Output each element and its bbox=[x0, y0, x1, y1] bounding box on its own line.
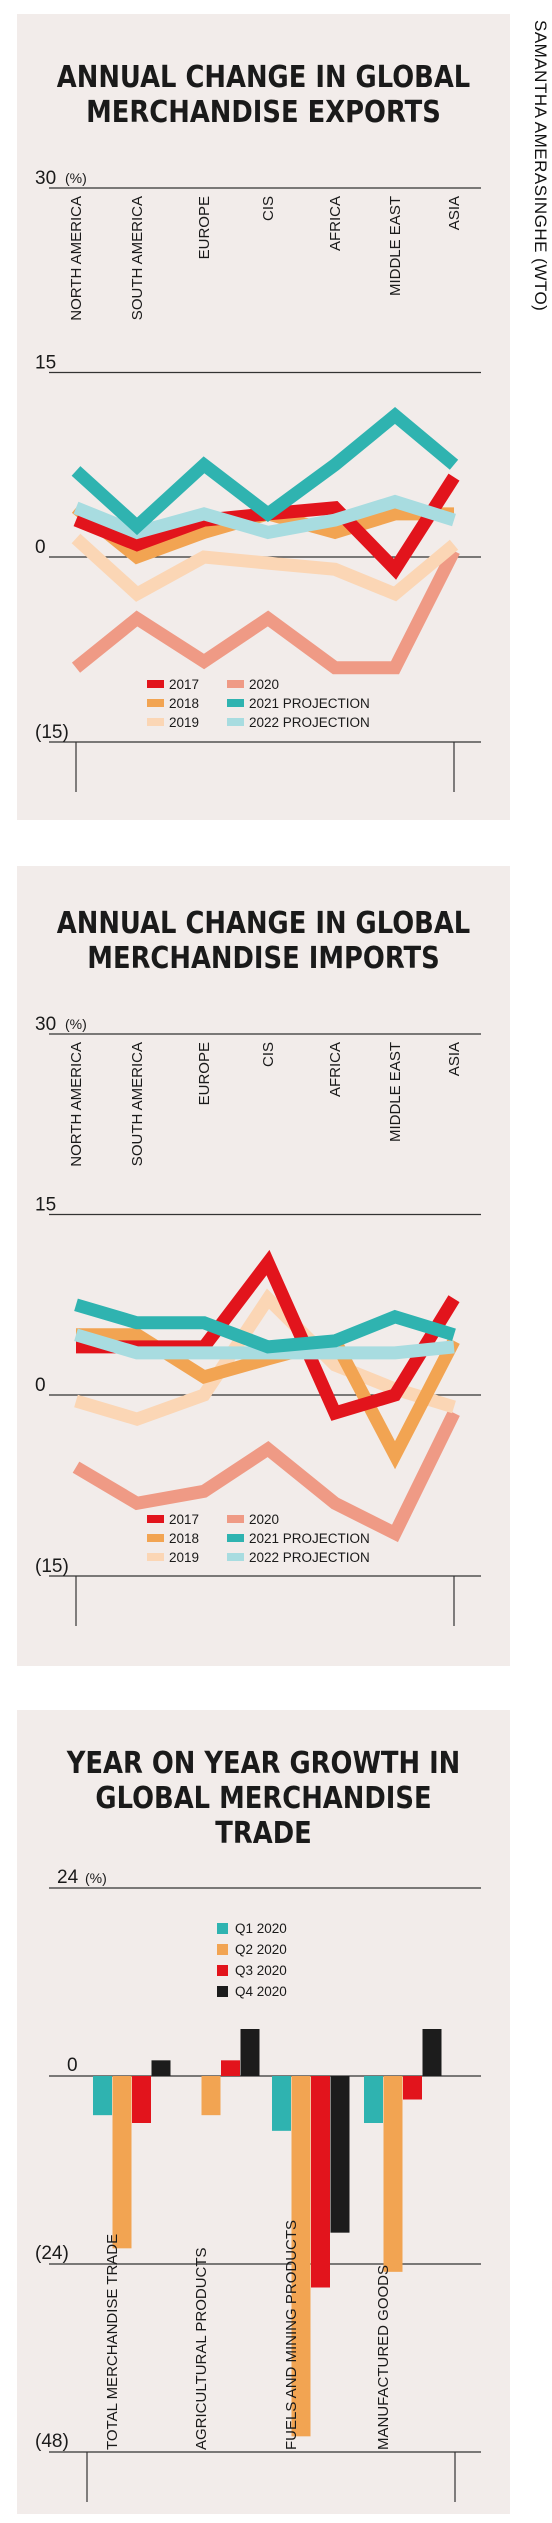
exports-chart-panel: ANNUAL CHANGE IN GLOBAL MERCHANDISE EXPO… bbox=[17, 14, 510, 820]
legend-label-2020: 2020 bbox=[249, 677, 279, 692]
legend-label-2020: 2020 bbox=[249, 1512, 279, 1527]
y-unit-label: (%) bbox=[65, 1016, 87, 1032]
series-line-2021-projection bbox=[71, 407, 459, 536]
legend-label-2018: 2018 bbox=[169, 1531, 199, 1546]
legend-label-2017: 2017 bbox=[169, 677, 199, 692]
y-tick-label: (15) bbox=[35, 722, 69, 743]
series-line-2019 bbox=[71, 533, 459, 602]
legend-label-2019: 2019 bbox=[169, 715, 199, 730]
legend-swatch-2017 bbox=[147, 680, 164, 688]
y-tick-label: 30 bbox=[35, 168, 56, 189]
y-tick-label: 30 bbox=[35, 1014, 56, 1035]
category-label-north-america: NORTH AMERICA bbox=[68, 196, 85, 321]
bar-q4-2020-total-merchandise-trade bbox=[151, 2060, 171, 2076]
y-tick-label: 0 bbox=[35, 1375, 46, 1396]
y-tick-label: 15 bbox=[35, 353, 56, 374]
legend-swatch-q2-2020 bbox=[217, 1944, 228, 1955]
legend-label-2022-projection: 2022 PROJECTION bbox=[249, 715, 370, 730]
y-tick-label: (48) bbox=[35, 2431, 69, 2452]
legend-label-2022-projection: 2022 PROJECTION bbox=[249, 1550, 370, 1565]
y-tick-label: (15) bbox=[35, 1556, 69, 1577]
imports-line-chart: 30 15 0 (15) (%) NORTH AMERICA SOUTH AMERICA EU… bbox=[35, 1014, 481, 1626]
legend-label-2021-projection: 2021 PROJECTION bbox=[249, 1531, 370, 1546]
legend-label-q2-2020: Q2 2020 bbox=[235, 1942, 287, 1957]
bar-q3-2020-fuels-and-mining-products bbox=[311, 2076, 330, 2288]
imports-chart-title: ANNUAL CHANGE IN GLOBAL MERCHANDISE IMPO… bbox=[56, 906, 471, 976]
bar-q1-2020-total-merchandise-trade bbox=[93, 2076, 112, 2116]
y-tick-label: 24 bbox=[57, 1867, 79, 1888]
bar-q2-2020-manufactured-goods bbox=[383, 2076, 403, 2272]
legend-label-2017: 2017 bbox=[169, 1512, 199, 1527]
legend-swatch-2018 bbox=[147, 1534, 164, 1542]
legend-swatch-2021-projection bbox=[227, 699, 244, 707]
legend-swatch-q4-2020 bbox=[217, 1986, 228, 1997]
series-line-2020 bbox=[71, 547, 460, 675]
legend-label-q3-2020: Q3 2020 bbox=[235, 1963, 287, 1978]
legend-label-q1-2020: Q1 2020 bbox=[235, 1921, 287, 1936]
category-label-north-america: NORTH AMERICA bbox=[68, 1042, 85, 1167]
legend-label-2018: 2018 bbox=[169, 696, 199, 711]
bar-q1-2020-fuels-and-mining-products bbox=[272, 2076, 291, 2131]
photo-credit: SAMANTHA AMERASINGHE (WTO) bbox=[531, 20, 550, 312]
legend-label-2019: 2019 bbox=[169, 1550, 199, 1565]
category-label-total-merchandise-trade: TOTAL MERCHANDISE TRADE bbox=[104, 2234, 121, 2450]
legend-swatch-2022-projection bbox=[227, 718, 244, 726]
legend-swatch-2019 bbox=[147, 718, 164, 726]
series-line-2021-projection bbox=[74, 1298, 456, 1354]
trade-growth-bar-chart: 24 0 (24) (48) (%) TOTAL MERCHANDISE TRADE AGR… bbox=[35, 1867, 481, 2502]
category-label-manufactured-goods: MANUFACTURED GOODS bbox=[375, 2265, 392, 2450]
bar-q4-2020-manufactured-goods bbox=[422, 2029, 442, 2076]
category-label-europe: EUROPE bbox=[196, 1042, 213, 1105]
bar-q2-2020-total-merchandise-trade bbox=[112, 2076, 132, 2249]
exports-chart-title: ANNUAL CHANGE IN GLOBAL MERCHANDISE EXPO… bbox=[56, 60, 471, 130]
y-tick-label: 15 bbox=[35, 1195, 56, 1216]
category-label-africa: AFRICA bbox=[327, 196, 344, 251]
bar-q3-2020-agricultural-products bbox=[221, 2060, 240, 2076]
y-tick-label: 0 bbox=[35, 537, 46, 558]
imports-chart-panel: ANNUAL CHANGE IN GLOBAL MERCHANDISE IMPO… bbox=[17, 866, 510, 1666]
exports-line-chart: 30 15 0 (15) (%) NORTH AMERICA SOUTH AMERICA EU… bbox=[35, 168, 481, 792]
series-line-2020 bbox=[72, 1410, 460, 1543]
bar-q3-2020-manufactured-goods bbox=[403, 2076, 422, 2100]
category-label-europe: EUROPE bbox=[196, 196, 213, 259]
legend-swatch-2019 bbox=[147, 1553, 164, 1561]
category-label-agricultural-products: AGRICULTURAL PRODUCTS bbox=[193, 2247, 210, 2450]
bar-q2-2020-fuels-and-mining-products bbox=[291, 2076, 311, 2437]
legend-swatch-2021-projection bbox=[227, 1534, 244, 1542]
y-tick-label: 0 bbox=[67, 2055, 78, 2076]
legend-swatch-2020 bbox=[227, 1515, 244, 1523]
legend-label-2021-projection: 2021 PROJECTION bbox=[249, 696, 370, 711]
legend-swatch-2018 bbox=[147, 699, 164, 707]
legend-swatch-2017 bbox=[147, 1515, 164, 1523]
legend-swatch-q3-2020 bbox=[217, 1965, 228, 1976]
legend-swatch-2020 bbox=[227, 680, 244, 688]
legend-swatch-q1-2020 bbox=[217, 1923, 228, 1934]
bar-q2-2020-agricultural-products bbox=[201, 2076, 221, 2116]
category-label-africa: AFRICA bbox=[327, 1042, 344, 1097]
bar-q1-2020-manufactured-goods bbox=[364, 2076, 383, 2123]
trade-growth-chart-title: YEAR ON YEAR GROWTH IN GLOBAL MERCHANDIS… bbox=[66, 1746, 461, 1851]
category-label-cis: CIS bbox=[260, 196, 277, 221]
bar-q3-2020-total-merchandise-trade bbox=[132, 2076, 151, 2123]
legend-label-q4-2020: Q4 2020 bbox=[235, 1984, 287, 1999]
category-label-cis: CIS bbox=[260, 1042, 277, 1067]
legend-swatch-2022-projection bbox=[227, 1553, 244, 1561]
bar-q4-2020-agricultural-products bbox=[240, 2029, 260, 2076]
category-label-asia: ASIA bbox=[446, 196, 463, 230]
category-label-asia: ASIA bbox=[446, 1042, 463, 1076]
y-tick-label: (24) bbox=[35, 2243, 69, 2264]
category-label-middle-east: MIDDLE EAST bbox=[387, 1042, 404, 1142]
y-unit-label: (%) bbox=[85, 1870, 107, 1886]
trade-growth-chart-panel: YEAR ON YEAR GROWTH IN GLOBAL MERCHANDIS… bbox=[17, 1710, 510, 2514]
bar-q4-2020-fuels-and-mining-products bbox=[330, 2076, 350, 2233]
category-label-middle-east: MIDDLE EAST bbox=[387, 196, 404, 296]
category-label-south-america: SOUTH AMERICA bbox=[129, 1042, 146, 1166]
category-label-south-america: SOUTH AMERICA bbox=[129, 196, 146, 320]
y-unit-label: (%) bbox=[65, 170, 87, 186]
category-label-fuels-and-mining-products: FUELS AND MINING PRODUCTS bbox=[283, 2220, 300, 2450]
